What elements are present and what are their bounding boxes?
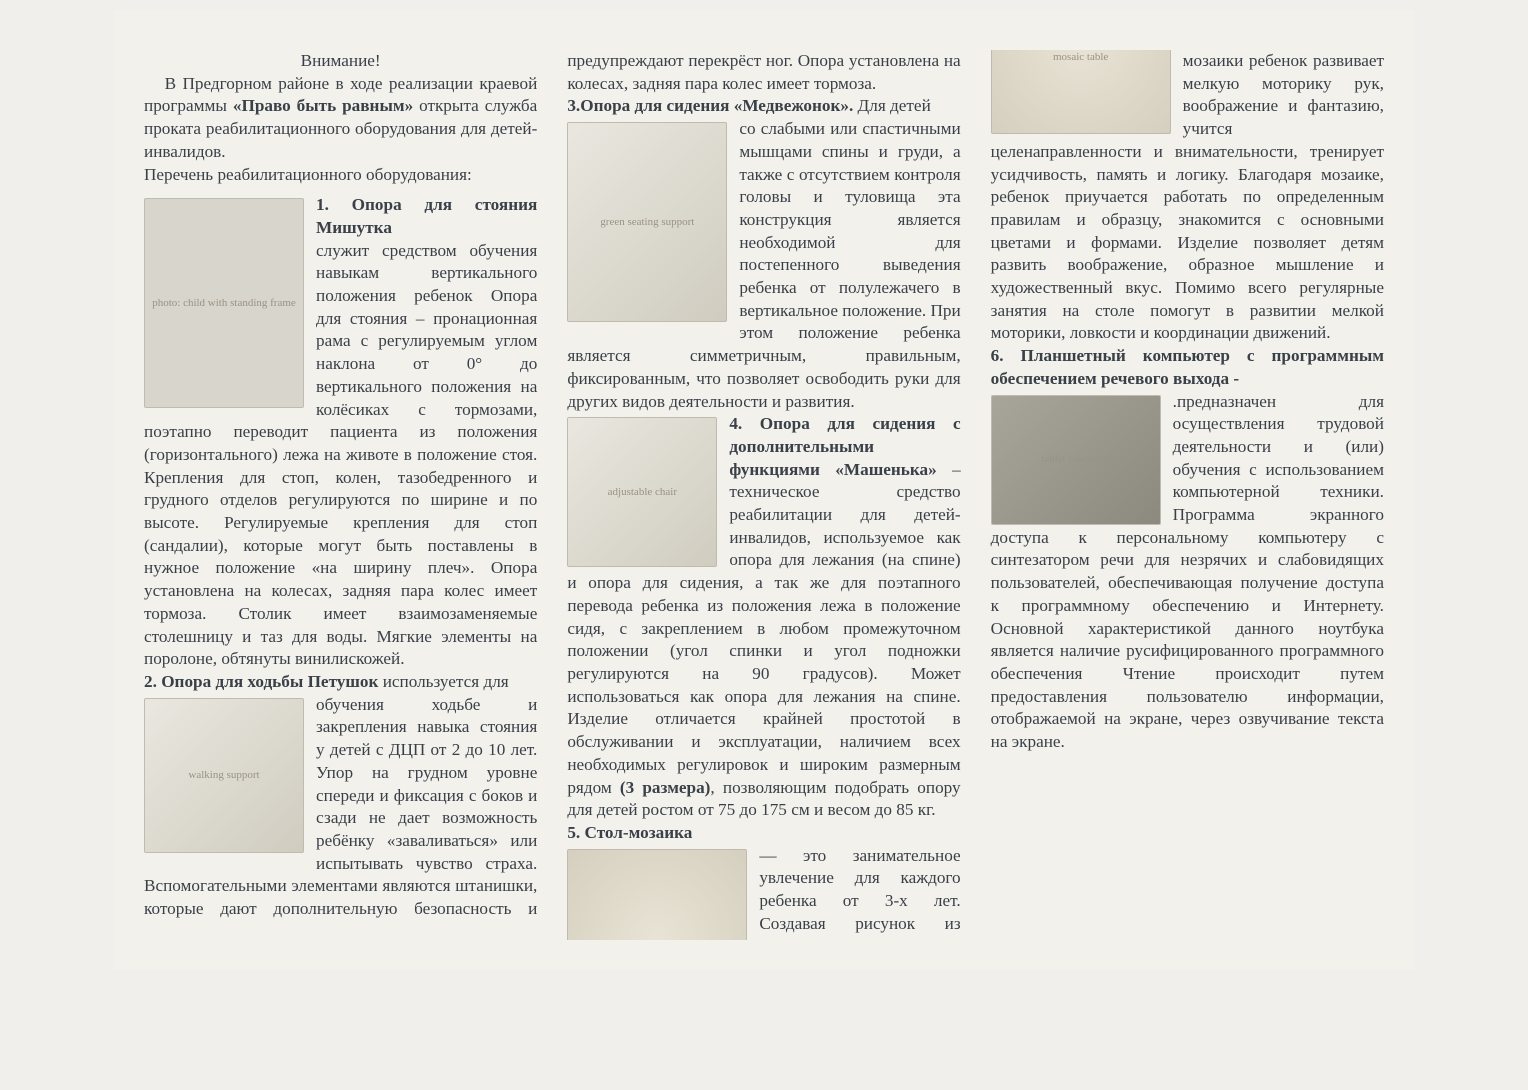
photo-placeholder-icon: photo: child with standing frame — [144, 198, 304, 408]
spacer — [144, 186, 537, 194]
warning-heading: Внимание! — [144, 50, 537, 73]
item-2-heading-suffix: используется для — [378, 672, 508, 691]
item-1-heading: 1. Опора для стояния Мишутка — [316, 195, 537, 237]
image-mashenka: adjustable chair — [567, 417, 717, 567]
list-intro: Перечень реабилитационного оборудования: — [144, 164, 537, 187]
photo-placeholder-icon: walking support — [144, 698, 304, 853]
document-page: Внимание! В Предгорном районе в ходе реа… — [114, 10, 1414, 970]
item-6: 6. Планшетный компьютер с программным об… — [991, 345, 1384, 390]
item-2: 2. Опора для ходьбы Петушок используется… — [144, 671, 537, 694]
item-3-heading: 3.Опора для сидения «Медвежонок». — [567, 96, 853, 115]
item-5-heading: 5. Стол-мозаика — [567, 823, 692, 842]
item-4-heading: 4. Опора для сидения с дополнительными ф… — [729, 414, 960, 478]
image-medvezhonok: green seating support — [567, 122, 727, 322]
image-tablet: tablet computer — [991, 395, 1161, 525]
program-name: «Право быть равным» — [233, 96, 413, 115]
photo-placeholder-icon: adjustable chair — [567, 417, 717, 567]
photo-placeholder-icon: green seating support — [567, 122, 727, 322]
item-4-body-bold: (3 размера) — [620, 778, 711, 797]
photo-placeholder-icon: tablet computer — [991, 395, 1161, 525]
intro-paragraph: В Предгорном районе в ходе реализации кр… — [144, 73, 537, 164]
item-2-heading: 2. Опора для ходьбы Петушок — [144, 672, 378, 691]
item-3-heading-suffix: Для детей — [853, 96, 931, 115]
image-mishutka: photo: child with standing frame — [144, 198, 304, 408]
item-5: 5. Стол-мозаика — [567, 822, 960, 845]
item-6-heading: 6. Планшетный компьютер с программным об… — [991, 346, 1384, 388]
image-petushok: walking support — [144, 698, 304, 853]
item-3: 3.Опора для сидения «Медвежонок». Для де… — [567, 95, 960, 118]
